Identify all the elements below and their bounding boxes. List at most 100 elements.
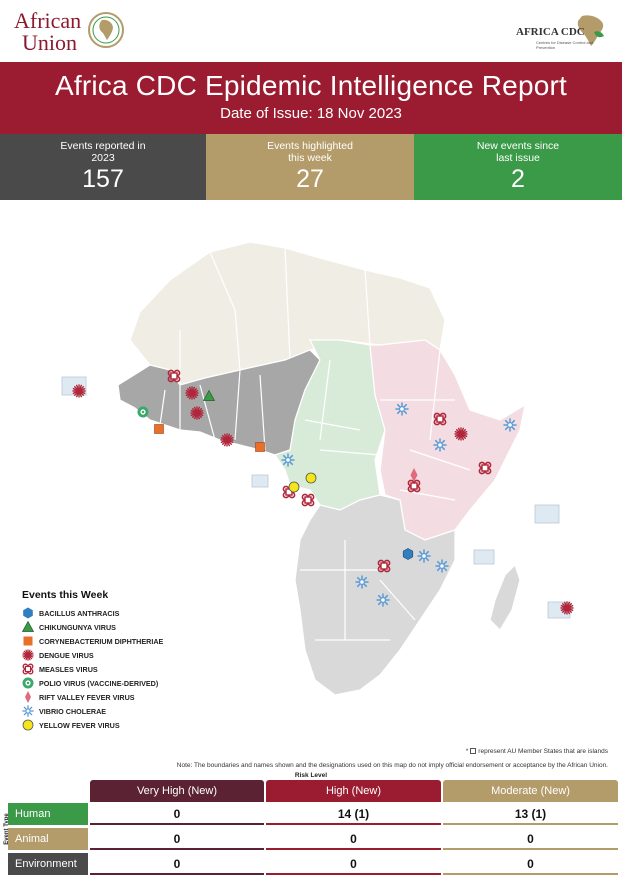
southern-africa-region xyxy=(294,494,456,696)
stat-label-line2: last issue xyxy=(496,152,540,164)
east-africa-borders xyxy=(380,349,471,501)
north-africa-borders xyxy=(209,247,371,371)
table-cell: 0 xyxy=(90,828,264,850)
dengue-marker xyxy=(220,433,234,447)
legend-label: MEASLES VIRUS xyxy=(39,664,98,674)
madagascar-region xyxy=(489,563,521,631)
measles-marker xyxy=(301,493,315,507)
legend-label: BACILLUS ANTHRACIS xyxy=(39,608,120,618)
table-cell: 0 xyxy=(443,853,618,875)
dengue-marker xyxy=(72,384,86,398)
islands-note: * represent AU Member States that are isl… xyxy=(466,748,608,755)
cholera-marker xyxy=(417,549,431,563)
cholera-burst-icon xyxy=(22,705,34,717)
africa-cdc-map-icon xyxy=(577,15,604,46)
stat-value: 27 xyxy=(296,165,324,193)
island-box-icon xyxy=(470,748,477,755)
dengue-marker xyxy=(454,427,468,441)
cholera-marker xyxy=(395,402,409,416)
island-box-sao-tome xyxy=(251,474,269,488)
risk-level-title: Risk Level xyxy=(294,772,328,779)
circle-icon xyxy=(22,719,34,731)
cdc-logo-name: AFRICA CDC xyxy=(516,26,585,38)
report-header: African Union AFRICA CDC Centres for Dis… xyxy=(0,0,622,62)
diphtheria-marker xyxy=(255,442,265,452)
cholera-marker xyxy=(503,418,517,432)
stat-events-highlighted: Events highlighted this week 27 xyxy=(206,134,414,200)
legend-item: MEASLES VIRUS xyxy=(22,662,242,676)
stat-value: 157 xyxy=(82,165,124,193)
legend-item: VIBRIO CHOLERAE xyxy=(22,704,242,718)
dengue-marker xyxy=(185,386,199,400)
column-header-high: High (New) xyxy=(266,780,441,802)
dengue-marker xyxy=(560,601,574,615)
au-logo-line1: African xyxy=(14,8,82,33)
dengue-marker xyxy=(190,406,204,420)
stat-events-reported: Events reported in 2023 157 xyxy=(0,134,206,200)
country-regions xyxy=(117,241,526,696)
cholera-marker xyxy=(355,575,369,589)
legend-item: RIFT VALLEY FEVER VIRUS xyxy=(22,690,242,704)
cholera-marker xyxy=(281,453,295,467)
events-legend: Events this Week BACILLUS ANTHRACIS CHIK… xyxy=(22,589,242,732)
square-icon xyxy=(23,636,33,646)
table-cell: 0 xyxy=(90,803,264,825)
legend-item: YELLOW FEVER VIRUS xyxy=(22,718,242,732)
legend-item: BACILLUS ANTHRACIS xyxy=(22,606,242,620)
legend-item: DENGUE VIRUS xyxy=(22,648,242,662)
legend-label: CHIKUNGUNYA VIRUS xyxy=(39,622,116,632)
stat-label-line1: New events since xyxy=(476,140,560,152)
row-header-environment: Environment xyxy=(8,853,88,875)
cholera-marker xyxy=(433,438,447,452)
polio-marker xyxy=(137,406,149,418)
table-cell: 0 xyxy=(266,853,441,875)
table-cell: 0 xyxy=(266,828,441,850)
legend-title: Events this Week xyxy=(22,589,109,601)
central-africa-borders xyxy=(304,359,381,456)
island-box-comoros xyxy=(473,549,495,565)
title-band: Africa CDC Epidemic Intelligence Report … xyxy=(0,62,622,134)
legend-label: CORYNEBACTERIUM DIPHTHERIAE xyxy=(39,636,164,646)
anthrax-marker xyxy=(402,548,414,560)
measles-cluster-icon xyxy=(22,663,34,675)
legend-label: YELLOW FEVER VIRUS xyxy=(39,720,120,730)
table-cell: 0 xyxy=(90,853,264,875)
legend-item: CHIKUNGUNYA VIRUS xyxy=(22,620,242,634)
report-title: Africa CDC Epidemic Intelligence Report xyxy=(54,70,567,101)
diphtheria-marker xyxy=(154,424,164,434)
boundary-note: Note: The boundaries and names shown and… xyxy=(176,762,608,769)
stat-value: 2 xyxy=(511,165,525,193)
table-cell: 14 (1) xyxy=(266,803,441,825)
legend-label: POLIO VIRUS (VACCINE-DERIVED) xyxy=(39,678,159,688)
column-header-very-high: Very High (New) xyxy=(90,780,264,802)
cholera-marker xyxy=(376,593,390,607)
au-logo-line2: Union xyxy=(22,30,77,55)
african-union-logo: African Union xyxy=(14,8,126,56)
cdc-logo-subtitle: Centres for Disease Control and Preventi… xyxy=(536,40,594,50)
yellow-fever-marker xyxy=(288,481,300,493)
cholera-marker xyxy=(435,559,449,573)
yellow-fever-marker xyxy=(305,472,317,484)
africa-cdc-logo: AFRICA CDC Centres for Disease Control a… xyxy=(512,12,612,52)
stat-new-events: New events since last issue 2 xyxy=(414,134,622,200)
islands-note-text: represent AU Member States that are isla… xyxy=(478,748,608,755)
column-header-moderate: Moderate (New) xyxy=(443,780,618,802)
stat-label-line2: 2023 xyxy=(91,152,115,164)
islands-note-prefix: * xyxy=(465,748,469,755)
legend-label: RIFT VALLEY FEVER VIRUS xyxy=(39,692,135,702)
triangle-icon xyxy=(22,621,34,632)
table-cell: 13 (1) xyxy=(443,803,618,825)
table-cell: 0 xyxy=(443,828,618,850)
row-header-human: Human xyxy=(8,803,88,825)
legend-label: DENGUE VIRUS xyxy=(39,650,94,660)
legend-item: POLIO VIRUS (VACCINE-DERIVED) xyxy=(22,676,242,690)
polio-circle-icon xyxy=(22,677,34,689)
row-header-animal: Animal xyxy=(8,828,88,850)
southern-africa-borders xyxy=(300,540,416,641)
legend-label: VIBRIO CHOLERAE xyxy=(39,706,107,716)
stat-label-line1: Events highlighted xyxy=(267,140,353,152)
au-emblem-icon xyxy=(88,12,124,48)
africa-events-map xyxy=(61,241,574,696)
hexagon-icon xyxy=(23,607,33,619)
legend-item: CORYNEBACTERIUM DIPHTHERIAE xyxy=(22,634,242,648)
